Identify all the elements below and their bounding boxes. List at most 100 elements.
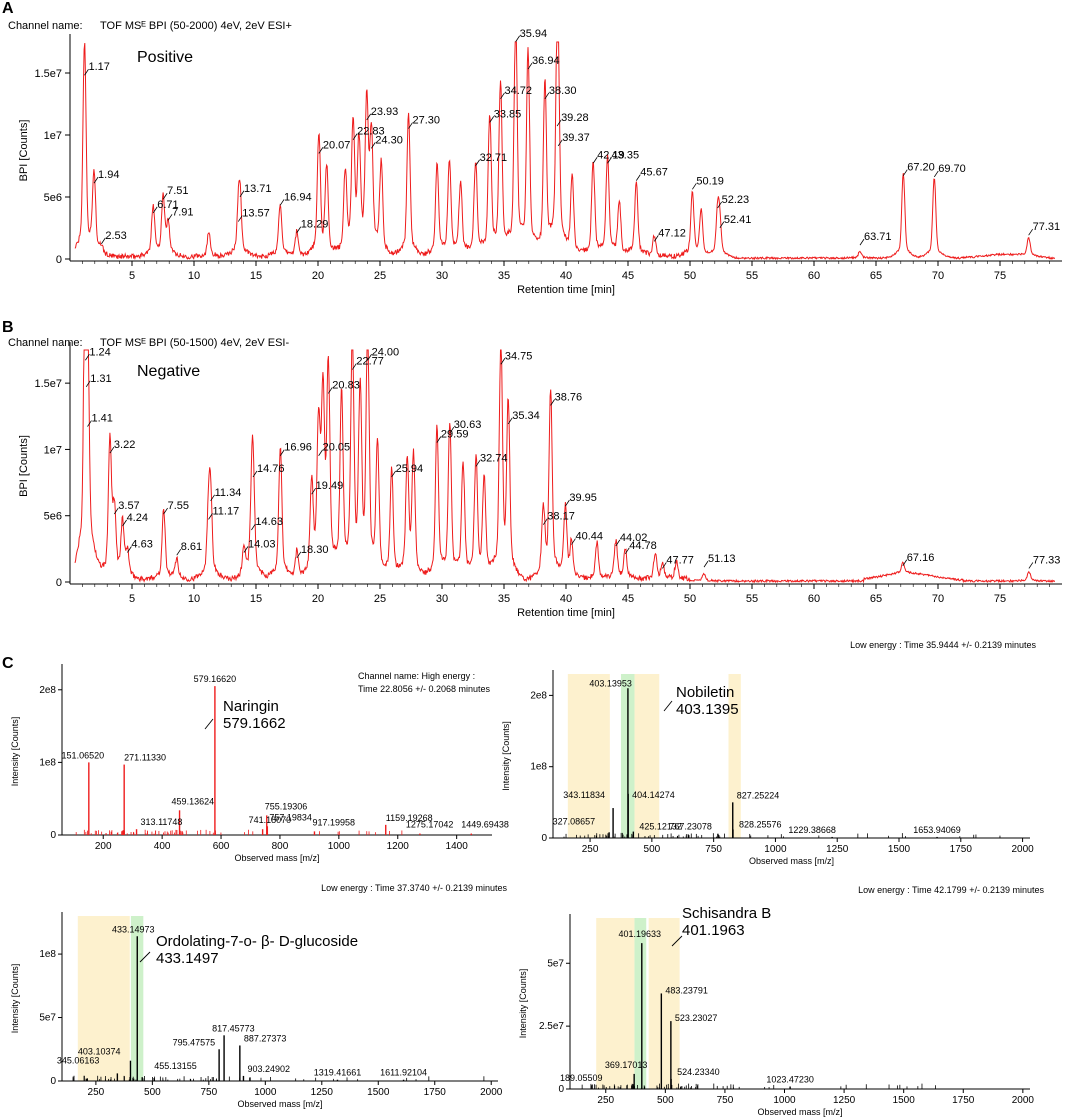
- peak-leader-line: [87, 420, 92, 427]
- chromatogram-positive: Channel name: TOF MSᴱ BPI (50-2000) 4eV, …: [8, 20, 1062, 296]
- y-tick-label: 0: [50, 830, 56, 841]
- peak-label: 24.00: [372, 346, 400, 358]
- peak-label: 33.85: [494, 108, 522, 120]
- peak-leader-line: [703, 560, 709, 568]
- compound-name: Ordolating-7-o- β- D-glucoside: [156, 933, 358, 950]
- peak-leader-line: [653, 235, 659, 242]
- x-tick-label: 500: [657, 1095, 674, 1106]
- peak-mz-label: 757.19834: [269, 812, 312, 822]
- peak-leader-line: [279, 199, 285, 206]
- ionization-mode-label: Negative: [137, 363, 200, 380]
- peak-label: 14.03: [248, 539, 276, 551]
- peak-mz-label: 1159.19268: [386, 813, 433, 823]
- peak-label: 25.94: [396, 463, 424, 475]
- peak-label: 22.83: [357, 126, 385, 138]
- spectrum-naringin: Channel name: High energy : Time 22.8056 …: [10, 664, 509, 863]
- peak-leader-line: [507, 417, 513, 425]
- x-axis-label: Retention time [min]: [517, 607, 615, 619]
- y-tick-label: 1e7: [44, 444, 62, 456]
- x-tick-label: 1000: [254, 1087, 277, 1098]
- x-tick-label: 20: [312, 593, 324, 605]
- peak-leader-line: [122, 519, 127, 527]
- peak-mz-label: 403.10374: [78, 1047, 121, 1057]
- peak-leader-line: [243, 546, 249, 553]
- peak-label: 39.37: [562, 132, 590, 144]
- peak-leader-line: [101, 237, 106, 245]
- y-tick-label: 1e8: [39, 757, 56, 768]
- peak-label: 24.30: [375, 134, 403, 146]
- peak-mz-label: 345.06163: [57, 1055, 100, 1065]
- peak-leader-line: [84, 69, 89, 76]
- x-tick-label: 45: [622, 593, 634, 605]
- peak-label: 2.53: [105, 230, 126, 242]
- compound-leader-line: [663, 700, 673, 712]
- spectrum-header: Time 22.8056 +/- 0.2068 minutes: [358, 684, 490, 694]
- x-tick-label: 30: [436, 593, 448, 605]
- peak-leader-line: [527, 62, 533, 70]
- peak-label: 1.24: [89, 346, 110, 358]
- peak-leader-line: [542, 518, 548, 525]
- peak-leader-line: [1028, 228, 1033, 236]
- peak-mz-label: 401.19633: [619, 929, 662, 939]
- x-tick-label: 750: [200, 1087, 217, 1098]
- highlight-band: [567, 674, 610, 838]
- x-tick-label: 75: [994, 593, 1006, 605]
- y-tick-label: 5e6: [44, 511, 62, 523]
- x-tick-label: 1000: [764, 844, 787, 855]
- spectrum-ordolating-glucoside: Low energy : Time 37.3740 +/- 0.2139 min…: [10, 883, 507, 1109]
- peak-leader-line: [475, 460, 481, 467]
- x-tick-label: 35: [498, 270, 510, 282]
- peak-mz-label: 524.23340: [677, 1067, 720, 1077]
- x-tick-label: 70: [932, 593, 944, 605]
- peak-mz-label: 403.13953: [589, 678, 632, 688]
- peak-label: 19.49: [316, 480, 344, 492]
- peak-label: 44.02: [620, 532, 648, 544]
- x-tick-label: 1250: [833, 1095, 856, 1106]
- peak-leader-line: [489, 116, 495, 123]
- highlight-band: [77, 916, 130, 1081]
- panel-label-c: C: [2, 655, 14, 672]
- peak-label: 52.41: [724, 214, 752, 226]
- peak-leader-line: [85, 354, 90, 361]
- peak-leader-line: [167, 214, 173, 221]
- peak-leader-line: [615, 539, 621, 547]
- peak-label: 40.44: [575, 531, 603, 543]
- peak-leader-line: [162, 193, 168, 200]
- x-tick-label: 1500: [367, 1087, 390, 1098]
- peak-label: 18.30: [301, 544, 329, 556]
- peak-leader-line: [607, 157, 612, 164]
- peak-label: 39.28: [561, 112, 589, 124]
- x-tick-label: 400: [154, 841, 171, 852]
- x-tick-label: 65: [870, 593, 882, 605]
- x-tick-label: 15: [250, 593, 262, 605]
- peak-leader-line: [352, 363, 357, 370]
- peak-leader-line: [624, 547, 630, 555]
- compound-mass: 579.1662: [223, 715, 286, 732]
- peak-leader-line: [557, 139, 563, 147]
- compound-leader-line: [139, 951, 151, 963]
- peak-mz-label: 1229.38668: [788, 825, 836, 835]
- x-tick-label: 500: [144, 1087, 161, 1098]
- x-tick-label: 250: [88, 1087, 105, 1098]
- peak-leader-line: [318, 449, 323, 456]
- chromatogram-trace: [74, 349, 1056, 584]
- peak-leader-line: [902, 169, 908, 176]
- x-tick-label: 1750: [950, 844, 973, 855]
- peak-label: 77.31: [1033, 221, 1061, 233]
- x-tick-label: 5: [129, 593, 135, 605]
- peak-mz-label: 795.47575: [173, 1037, 216, 1047]
- x-tick-label: 1400: [446, 841, 469, 852]
- x-axis-label: Retention time [min]: [517, 284, 615, 296]
- spectrum-header: Low energy : Time 37.3740 +/- 0.2139 min…: [321, 883, 507, 893]
- peak-mz-label: 817.45773: [212, 1023, 255, 1033]
- peak-label: 77.33: [1033, 554, 1061, 566]
- peak-label: 30.63: [454, 419, 482, 431]
- peak-leader-line: [692, 183, 697, 190]
- peak-leader-line: [556, 119, 562, 127]
- peak-label: 4.24: [127, 512, 148, 524]
- peak-label: 3.22: [114, 439, 135, 451]
- x-tick-label: 50: [684, 270, 696, 282]
- peak-label: 1.31: [90, 373, 111, 385]
- channel-name-value: TOF MSᴱ BPI (50-1500) 4eV, 2eV ESI-: [100, 337, 289, 349]
